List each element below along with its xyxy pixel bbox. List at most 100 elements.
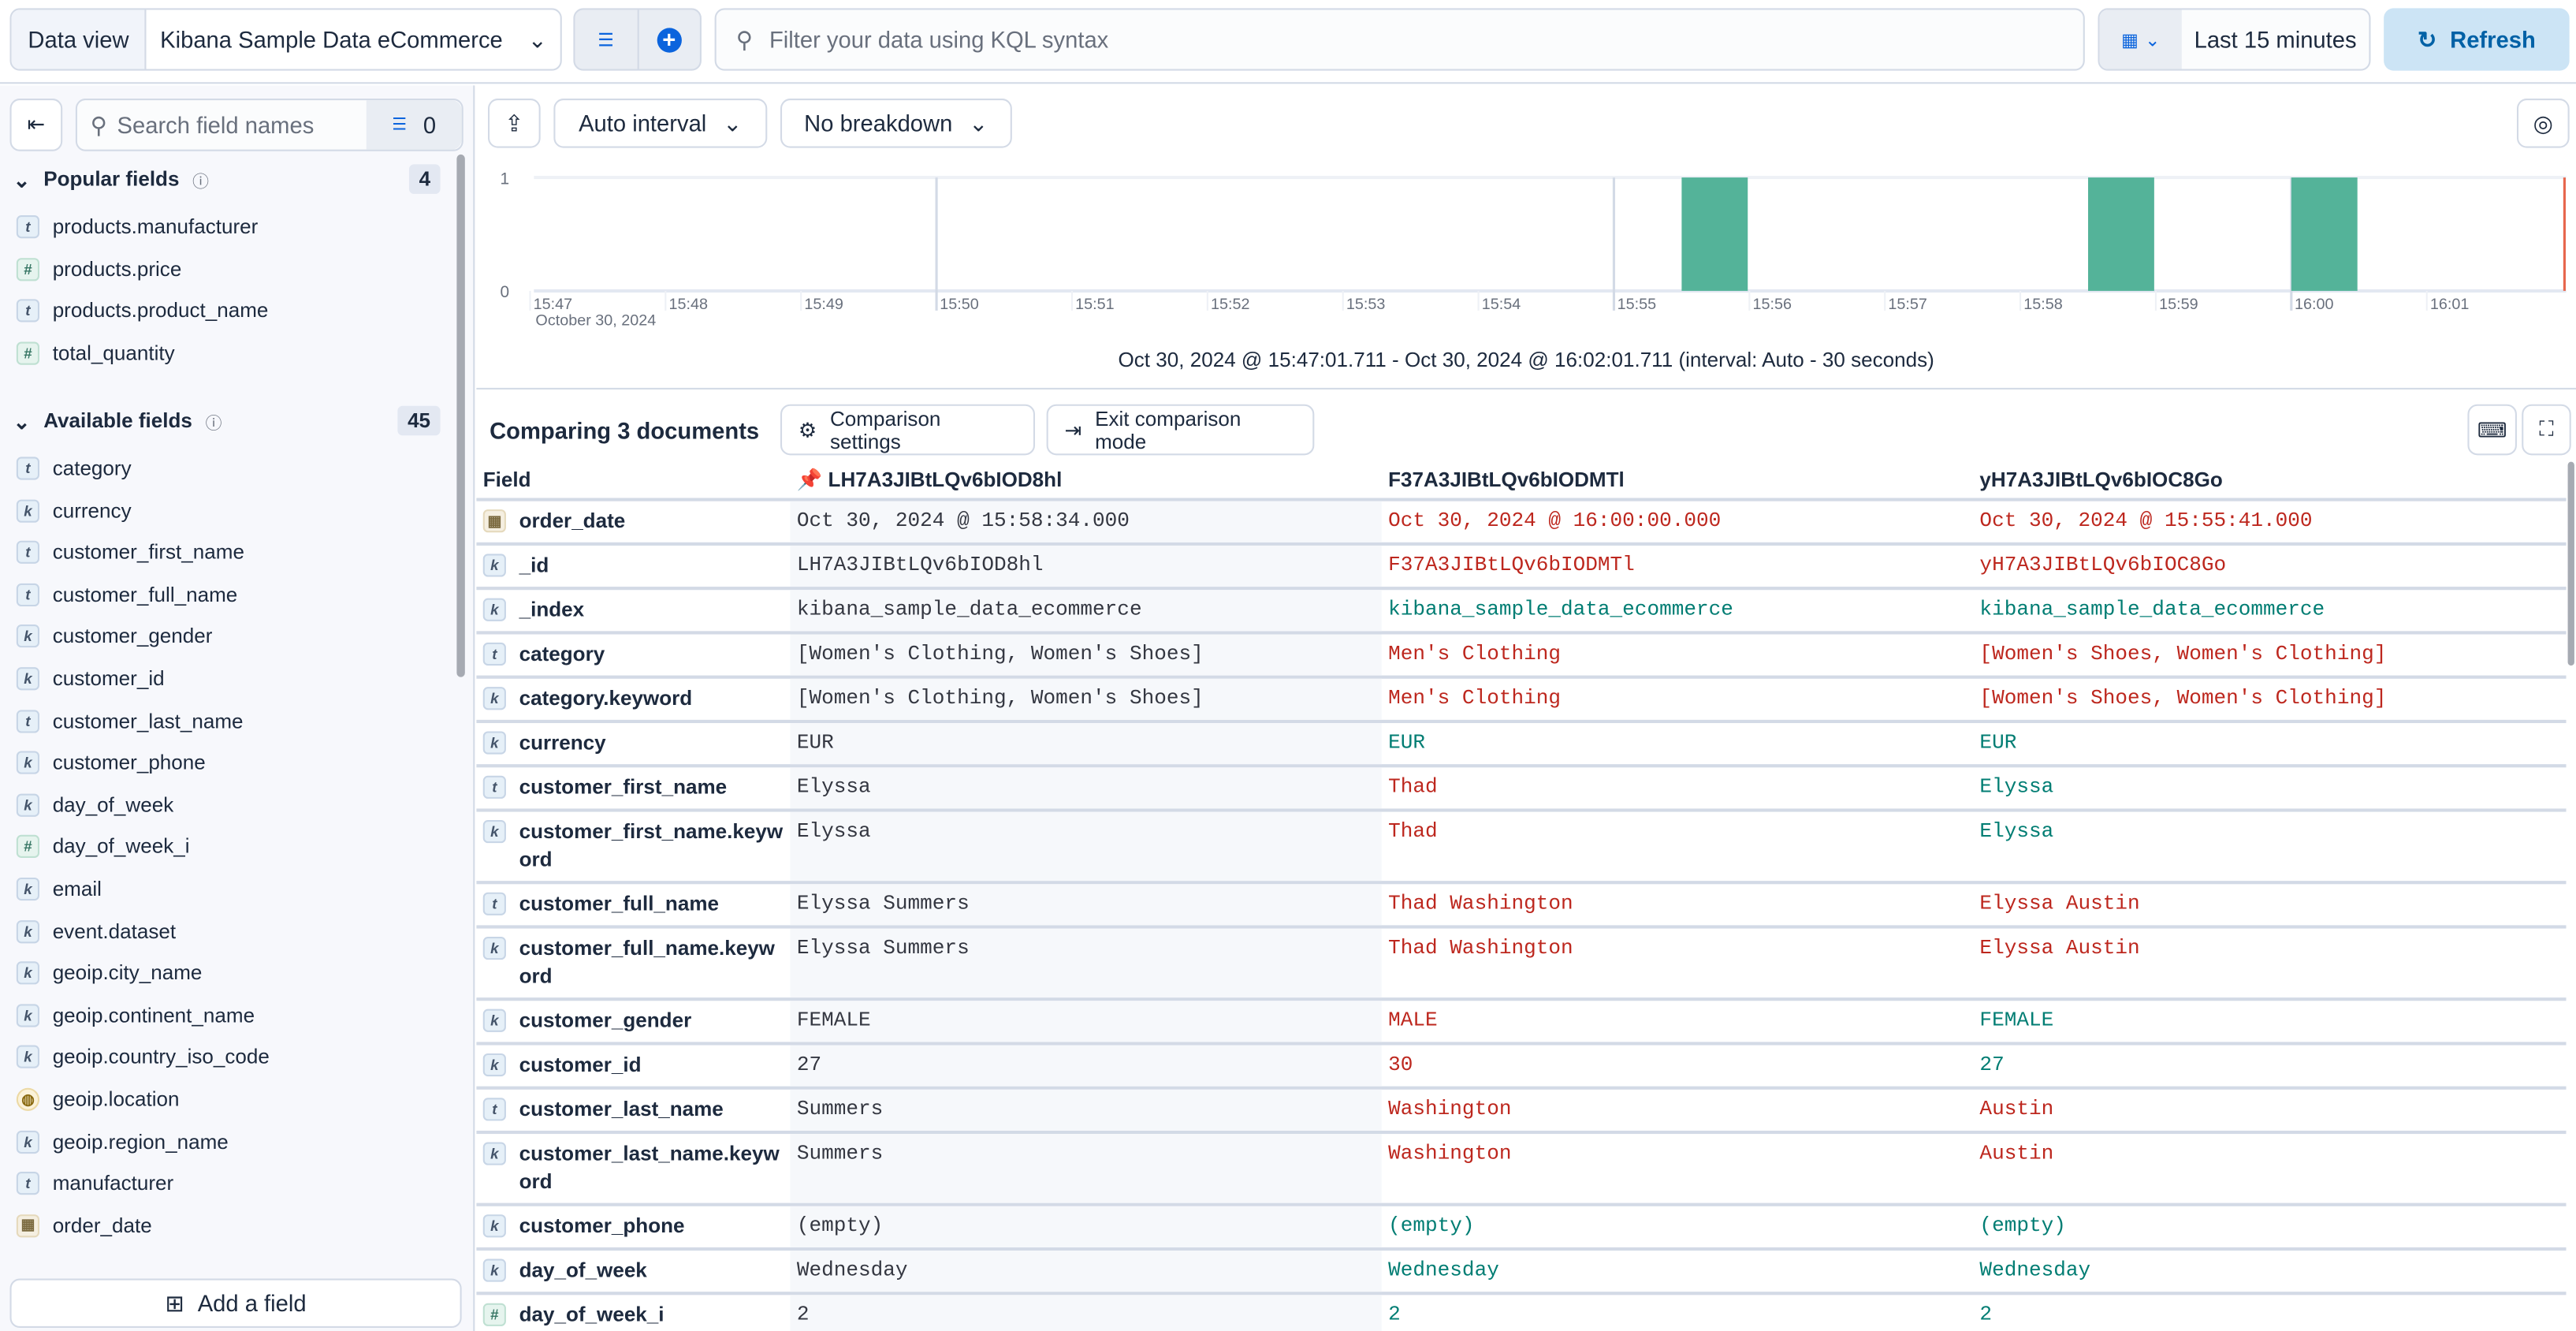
add-field-button[interactable]: ⊞ Add a field bbox=[9, 1278, 462, 1329]
refresh-button[interactable]: ↻ Refresh bbox=[2384, 8, 2570, 71]
field-name: customer_id bbox=[52, 667, 165, 691]
value-cell: EUR bbox=[1979, 731, 2017, 755]
field-cell: t customer_last_name bbox=[476, 1090, 790, 1131]
filter-icon: ☰ bbox=[597, 30, 614, 50]
histogram-bar bbox=[2291, 177, 2358, 291]
field-item[interactable]: t products.product_name bbox=[16, 299, 268, 322]
fullscreen-button[interactable]: ⛶ bbox=[2522, 404, 2571, 456]
keyboard-shortcuts-button[interactable]: ⌨ bbox=[2467, 404, 2517, 456]
data-view-value[interactable]: Kibana Sample Data eCommerce bbox=[160, 26, 503, 53]
keyword-type-icon: k bbox=[16, 751, 40, 775]
calendar-icon: ▦ bbox=[2121, 30, 2139, 50]
field-item[interactable]: k customer_gender bbox=[16, 624, 212, 648]
gear-icon: ⚙ bbox=[798, 419, 817, 442]
field-item[interactable]: t manufacturer bbox=[16, 1172, 173, 1195]
data-view-picker[interactable]: Data view Kibana Sample Data eCommerce ⌄ bbox=[9, 8, 562, 71]
field-item[interactable]: # total_quantity bbox=[16, 341, 175, 365]
field-search-input[interactable]: ⚲ Search field names ☰ 0 bbox=[75, 99, 463, 151]
string-type-icon: t bbox=[482, 642, 506, 666]
field-item[interactable]: # products.price bbox=[16, 257, 181, 281]
field-item[interactable]: k email bbox=[16, 877, 102, 901]
value-cell: LH7A3JIBtLQv6bIOD8hl bbox=[790, 545, 1382, 587]
field-item[interactable]: k customer_id bbox=[16, 667, 165, 691]
field-filter-button[interactable]: ☰ 0 bbox=[366, 100, 462, 150]
comparison-title: Comparing 3 documents bbox=[490, 417, 760, 444]
field-name: customer_last_name.keyword bbox=[519, 1142, 780, 1194]
field-name: day_of_week_i bbox=[519, 1303, 664, 1326]
keyboard-icon: ⌨ bbox=[2477, 419, 2507, 442]
field-item[interactable]: k customer_phone bbox=[16, 751, 206, 775]
kql-query-input[interactable]: ⚲ Filter your data using KQL syntax bbox=[714, 8, 2085, 71]
header-doc-2[interactable]: F37A3JIBtLQv6bIODMTl bbox=[1388, 468, 1625, 492]
field-name: geoip.location bbox=[52, 1087, 180, 1111]
comparison-settings-button[interactable]: ⚙ Comparison settings bbox=[780, 404, 1036, 456]
filter-menu-button[interactable]: ☰ bbox=[575, 9, 638, 69]
field-item[interactable]: k day_of_week bbox=[16, 793, 173, 817]
field-item[interactable]: k currency bbox=[16, 498, 132, 522]
x-tick-label: 15:49 bbox=[804, 296, 843, 313]
field-name: category.keyword bbox=[519, 687, 693, 710]
search-placeholder: Search field names bbox=[117, 111, 315, 139]
add-filter-button[interactable]: + bbox=[638, 10, 700, 69]
field-cell: ▦ order_date bbox=[476, 501, 790, 542]
table-row: t customer_first_name Elyssa Thad Elyssa bbox=[476, 767, 2567, 812]
interval-label: Auto interval bbox=[579, 110, 707, 136]
sidebar-scrollbar[interactable] bbox=[456, 154, 465, 677]
field-name: _id bbox=[519, 554, 549, 577]
value-cell: kibana_sample_data_ecommerce bbox=[1388, 598, 1733, 621]
field-item[interactable]: ◍ geoip.location bbox=[16, 1087, 180, 1111]
header-doc-1[interactable]: 📌 LH7A3JIBtLQv6bIOD8hl bbox=[796, 467, 1063, 491]
string-type-icon: t bbox=[482, 892, 506, 915]
keyword-type-icon: k bbox=[482, 1053, 506, 1077]
field-item[interactable]: ▦ order_date bbox=[16, 1214, 152, 1237]
table-row: k currency EUR EUR EUR bbox=[476, 723, 2567, 768]
time-range[interactable]: Last 15 minutes bbox=[2194, 26, 2357, 53]
value-cell: Washington bbox=[1388, 1142, 1512, 1165]
chevron-down-icon: ⌄ bbox=[527, 25, 548, 52]
toggle-histogram-button[interactable]: ⇪ bbox=[488, 99, 541, 148]
main-panel: ⇪ Auto interval ⌄ No breakdown ⌄ ◎ 0 1 15:47… bbox=[476, 85, 2576, 1331]
value-cell: 27 bbox=[1979, 1053, 2005, 1077]
interval-select[interactable]: Auto interval ⌄ bbox=[553, 99, 768, 148]
value-cell: 2 bbox=[1388, 1303, 1401, 1326]
popular-fields-header[interactable]: ⌄ Popular fields ⓘ 4 bbox=[13, 164, 441, 194]
x-tick-label: 15:51 bbox=[1075, 296, 1115, 313]
field-item[interactable]: k geoip.city_name bbox=[16, 961, 202, 985]
field-item[interactable]: t customer_full_name bbox=[16, 583, 238, 606]
chevron-down-icon: ⌄ bbox=[2145, 30, 2161, 50]
filter-buttons: ☰ + bbox=[573, 8, 702, 71]
field-name: email bbox=[52, 877, 102, 901]
keyword-type-icon: k bbox=[16, 624, 40, 648]
keyword-type-icon: k bbox=[16, 1004, 40, 1027]
table-scrollbar[interactable] bbox=[2567, 461, 2574, 666]
value-cell: Oct 30, 2024 @ 15:58:34.000 bbox=[790, 501, 1382, 542]
field-item[interactable]: t customer_last_name bbox=[16, 709, 244, 733]
field-item[interactable]: k geoip.country_iso_code bbox=[16, 1046, 270, 1069]
field-name: customer_full_name bbox=[52, 583, 238, 606]
value-cell: [Women's Shoes, Women's Clothing] bbox=[1979, 642, 2387, 666]
y-tick-label: 0 bbox=[501, 283, 510, 301]
quick-select-button[interactable]: ▦ ⌄ bbox=[2099, 9, 2182, 69]
breakdown-select[interactable]: No breakdown ⌄ bbox=[780, 99, 1012, 148]
field-name: customer_phone bbox=[519, 1214, 685, 1238]
field-item[interactable]: k geoip.region_name bbox=[16, 1130, 229, 1154]
keyword-type-icon: k bbox=[16, 667, 40, 691]
field-item[interactable]: # day_of_week_i bbox=[16, 835, 190, 859]
header-doc-3[interactable]: yH7A3JIBtLQv6bIOC8Go bbox=[1979, 468, 2223, 492]
chart-options-button[interactable]: ◎ bbox=[2516, 99, 2570, 148]
geo-type-icon: ◍ bbox=[16, 1087, 40, 1111]
field-name: _index bbox=[519, 598, 585, 621]
field-item[interactable]: t products.manufacturer bbox=[16, 215, 258, 239]
collapse-sidebar-button[interactable]: ⇤ bbox=[9, 99, 63, 151]
table-row: k _id LH7A3JIBtLQv6bIOD8hl F37A3JIBtLQv6bIO… bbox=[476, 545, 2567, 591]
value-cell: EUR bbox=[1388, 731, 1426, 755]
exit-comparison-button[interactable]: ⇥ Exit comparison mode bbox=[1046, 404, 1315, 456]
field-item[interactable]: k geoip.continent_name bbox=[16, 1004, 255, 1027]
table-row: k customer_phone (empty) (empty) (empty) bbox=[476, 1206, 2567, 1251]
time-picker[interactable]: ▦ ⌄ Last 15 minutes bbox=[2098, 8, 2371, 71]
field-item[interactable]: t customer_first_name bbox=[16, 541, 244, 565]
field-item[interactable]: k event.dataset bbox=[16, 919, 176, 943]
available-fields-header[interactable]: ⌄ Available fields ⓘ 45 bbox=[13, 405, 441, 436]
keyword-type-icon: k bbox=[482, 1258, 506, 1282]
field-item[interactable]: t category bbox=[16, 457, 132, 480]
